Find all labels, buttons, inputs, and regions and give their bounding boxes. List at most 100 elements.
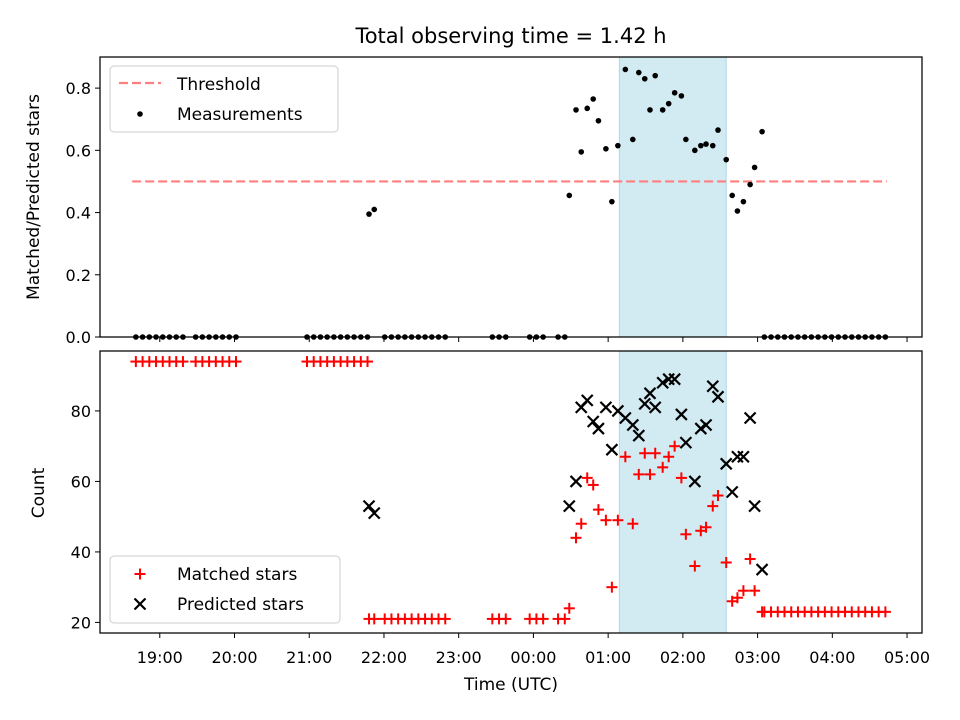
matched-star-point [669,440,681,452]
matched-star-point [680,528,692,540]
matched-star-point [177,356,189,368]
matched-star-point [612,514,624,526]
predicted-star-point [675,408,688,421]
matched-star-point [559,613,571,625]
predicted-star-point [367,506,381,520]
predicted-star-point [755,563,769,576]
measurement-point [603,145,609,152]
measurement-point [671,89,678,96]
predicted-star-point [133,597,147,611]
matched-star-point [744,553,756,565]
matched-star-point [230,356,242,368]
predicted-star-point [699,418,713,432]
bottom-axes-frame [99,350,923,634]
highlight-band-rect [618,350,727,634]
matched-star-point [663,451,675,463]
measurement-point [635,69,642,76]
bottom-highlight-band [618,350,727,634]
predicted-star-point [668,372,681,386]
measurement-point [573,107,579,113]
matched-star-point [134,568,146,580]
measurement-point [609,198,615,205]
measurement-point [723,156,730,163]
measurement-point [584,105,591,112]
predicted-star-point [638,397,652,411]
predicted-star-point [711,390,725,404]
matched-star-point [368,613,380,625]
matched-star-point [619,451,631,463]
measurement-point [698,142,704,149]
x-tick-label: 00:00 [510,648,556,667]
predicted-star-point [719,457,733,471]
measurement-point [630,136,636,143]
highlight-band-rect [618,56,727,338]
x-tick-label: 21:00 [286,648,332,667]
predicted-star-point [688,475,702,488]
predicted-star-point [737,450,750,464]
predicted-star-point [563,499,576,513]
matched-star-point [633,468,645,480]
x-tick-label: 01:00 [585,648,631,667]
measurement-point [759,128,765,135]
measurements-legend-label: Measurements [177,105,303,125]
measurement-point [747,181,753,188]
matched-star-point [700,521,712,533]
x-tick-label: 02:00 [660,648,706,667]
matched-star-point [362,356,374,368]
top-y-tick-label: 0.0 [66,328,91,347]
matched-star-point [649,447,661,459]
bottom-panel-marks [130,356,891,625]
x-tick-label: 22:00 [361,648,407,667]
measurement-point [647,107,653,113]
matched-star-point [537,613,549,625]
x-tick-label: 20:00 [211,648,257,667]
measurement-point [615,142,621,149]
measurement-point [566,192,573,199]
matched-star-point [575,518,587,530]
measurement-point [734,208,741,214]
x-tick-label: 23:00 [436,648,482,667]
measurement-point [715,127,721,133]
matched-star-point [606,581,618,593]
top-legend-box [109,65,339,133]
matched-star-point [600,514,612,526]
measurement-point [751,164,758,171]
measurement-point [740,198,747,205]
matched-star-point [657,461,669,473]
predicted-star-point [599,401,613,414]
top-y-tick-label: 0.8 [66,79,91,98]
measurement-point [659,107,666,113]
matched-star-point [675,472,687,484]
predicted-star-point [731,450,744,464]
matched-star-point [689,560,701,572]
measurement-point [692,147,698,154]
bottom-axis-ticks: 20 40 60 80 19:00 20:00 21:00 22:00 23:00 00:00 01… [71,402,930,667]
top-y-axis-label: Matched/Predicted stars [24,94,44,300]
measurement-point [595,117,602,124]
top-axis-ticks: 0.0 0.2 0.4 0.6 0.8 [66,79,908,347]
top-y-tick-label: 0.2 [66,266,91,285]
matched-star-point [570,532,582,544]
x-tick-label: 05:00 [884,648,930,667]
matched-star-point [712,490,724,502]
matched-star-point [731,592,743,604]
measurement-point [703,141,709,147]
measurement-point [366,211,372,217]
measurement-point [665,100,672,107]
x-tick-label: 03:00 [735,648,781,667]
bottom-legend: Matched stars Predicted stars [109,555,341,624]
threshold-legend-label: Threshold [176,75,261,95]
predicted-star-point [626,418,640,432]
bottom-y-tick-label: 20 [71,613,91,632]
predicted-star-point [643,387,657,400]
measurement-point [652,72,659,79]
bottom-y-tick-label: 60 [71,472,91,491]
predicted-star-point [580,394,594,407]
predicted-star-point [743,411,757,425]
predicted-star-point [648,401,662,414]
measurement-point [678,93,685,99]
top-legend: Threshold Measurements [109,65,339,133]
top-y-tick-label: 0.6 [66,141,91,160]
top-highlight-band [618,56,727,338]
